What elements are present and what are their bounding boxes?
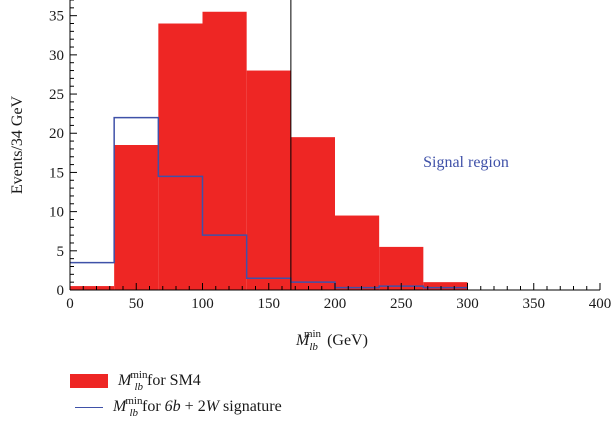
- y-tick-label: 0: [57, 283, 65, 299]
- legend-symbol: Mminlb: [113, 395, 143, 419]
- legend-item-sm4: Mminlb for SM4: [70, 368, 470, 394]
- x-tick-label: 350: [523, 296, 546, 312]
- bar-sm4-8: [423, 282, 468, 290]
- x-tick-label: 200: [324, 296, 347, 312]
- legend-item-signature: Mminlb for 6b + 2W signature: [70, 394, 470, 420]
- legend-swatch-filled: [70, 374, 108, 388]
- legend-symbol: Mminlb: [118, 369, 148, 393]
- bar-sm4-3: [202, 11, 247, 291]
- x-tick-label: 150: [258, 296, 281, 312]
- x-axis-label: Mlbmin (GeV): [295, 328, 368, 353]
- y-tick-label: 15: [49, 165, 64, 181]
- bar-sm4-1: [114, 145, 159, 290]
- y-tick-label: 35: [49, 9, 64, 25]
- histogram-chart: 0 50 100 150 200 250 300 350 400 0 5 10 15 20 25 30 35 E…: [9, 0, 611, 353]
- bar-sm4-5: [290, 137, 335, 290]
- legend-label-sm4: for SM4: [143, 372, 201, 389]
- bar-sm4-7: [379, 246, 424, 290]
- y-axis-label: Events/34 GeV: [9, 95, 26, 194]
- x-tick-label: 100: [191, 296, 214, 312]
- y-tick-label: 20: [49, 126, 64, 142]
- bar-sm4-4: [246, 70, 291, 290]
- legend-label-signature: for 6b + 2W signature: [138, 398, 282, 415]
- x-tick-label: 250: [390, 296, 413, 312]
- x-tick-label: 300: [456, 296, 479, 312]
- bar-sm4-2: [158, 23, 203, 290]
- y-tick-label: 30: [49, 48, 64, 64]
- bar-sm4-6: [335, 215, 380, 290]
- x-tick-label: 400: [589, 296, 612, 312]
- x-tick-label: 50: [129, 296, 144, 312]
- axes: 0 50 100 150 200 250 300 350 400 0 5 10 15 20 25 30 35: [49, 0, 611, 312]
- legend-swatch-line: [75, 406, 103, 408]
- legend: Mminlb for SM4 Mminlb for 6b + 2W signat…: [70, 368, 470, 420]
- bar-sm4-0: [70, 286, 115, 290]
- x-tick-label: 0: [66, 296, 74, 312]
- step-line-signature: [70, 116, 468, 289]
- y-tick-label: 10: [49, 205, 64, 221]
- signal-region-annotation: Signal region: [423, 154, 509, 171]
- y-tick-label: 5: [57, 244, 65, 260]
- y-tick-label: 25: [49, 87, 64, 103]
- plot-area: [70, 0, 468, 291]
